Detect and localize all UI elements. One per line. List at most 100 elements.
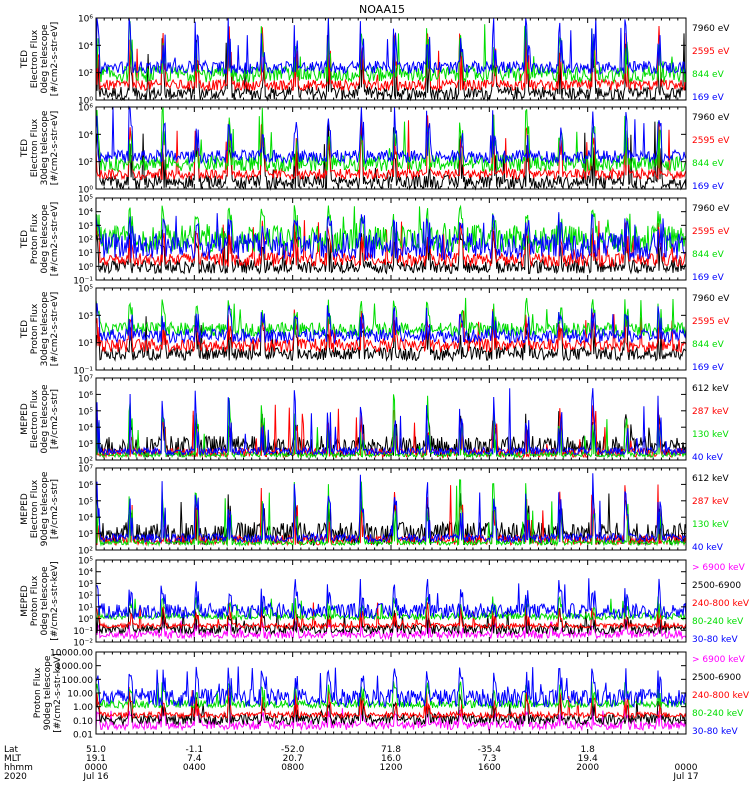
x-row-label: hhmm	[4, 763, 33, 773]
y-axis-label-line: MEPED	[20, 403, 30, 435]
y-axis-label-line: [#/cm2-s-str]	[50, 389, 60, 449]
legend-entry: 7960 eV	[692, 24, 730, 34]
y-axis-label-line: Electron Flux	[30, 389, 40, 448]
legend-entry: 169 eV	[692, 273, 725, 283]
x-tick-label-lat: -52.0	[281, 745, 305, 755]
y-axis-label-line: [#/cm2-s-str]	[50, 479, 60, 539]
y-tick-label: 0.01	[73, 731, 93, 741]
legend-entry: 844 eV	[692, 340, 725, 350]
x-tick-label-date: Jul 17	[672, 772, 698, 782]
y-axis-label-line: 0deg telescope	[40, 204, 50, 274]
y-axis-label-line: TED	[20, 50, 30, 69]
x-row-label: MLT	[4, 754, 22, 764]
panel-1: 10⁰ 10² 10⁴ 10⁶ TED Electron Flux 0deg telesco…	[20, 15, 730, 107]
series-green-trace	[95, 107, 687, 173]
x-row-label: 2020	[4, 772, 27, 782]
x-tick-label-mlt: 7.3	[482, 754, 496, 764]
series-red-trace	[95, 113, 687, 181]
panel-4: 10⁻¹ 10¹ 10³ 10⁵ TED Proton Flux 30deg telesco…	[20, 285, 730, 377]
y-tick-label: 10³	[78, 440, 93, 450]
x-tick-label-lat: 71.8	[381, 745, 401, 755]
legend-entry: 612 keV	[692, 384, 729, 394]
y-axis-label-line: Electron Flux	[30, 118, 40, 177]
y-axis-label-line: MEPED	[20, 493, 30, 525]
y-tick-label: 10000.00	[50, 649, 93, 659]
y-axis-label-line: 0deg telescope	[40, 384, 50, 454]
x-tick-label-hhmm: 1600	[478, 763, 501, 773]
y-tick-label: 10³	[78, 312, 93, 322]
y-tick-label: 10⁶	[78, 104, 93, 114]
y-axis-label-line: 90deg telescope	[43, 655, 53, 730]
y-axis-label-line: 30deg telescope	[40, 291, 50, 366]
series-magenta-trace	[95, 706, 687, 732]
x-tick-label-lat: 51.0	[86, 745, 106, 755]
y-tick-label: 10⁵	[78, 557, 93, 567]
legend-entry: 7960 eV	[692, 294, 730, 304]
y-tick-label: 10²	[78, 158, 93, 168]
legend-entry: 240-800 keV	[692, 691, 750, 701]
legend-entry: 287 keV	[692, 497, 729, 507]
y-tick-label: 10⁴	[78, 424, 93, 434]
y-tick-label: 10⁻²	[73, 639, 93, 649]
series-red-trace	[95, 601, 687, 631]
y-axis-label-line: 0deg telescope	[40, 566, 50, 636]
y-tick-label: 10²	[78, 592, 93, 602]
y-axis-label-line: [#/cm2-s-str-keV]	[50, 561, 60, 640]
y-axis-label-line: 90deg telescope	[40, 471, 50, 546]
series-blue-trace	[95, 473, 687, 544]
x-tick-label-date: Jul 16	[82, 772, 108, 782]
series-red-trace	[95, 25, 687, 93]
y-axis-label-line: TED	[20, 230, 30, 249]
y-axis-label-line: [#/cm2-s-str-eV]	[50, 292, 60, 367]
y-axis-label-line: Proton Flux	[33, 667, 43, 718]
legend-entry: 287 keV	[692, 407, 729, 417]
y-tick-label: 10¹	[78, 339, 93, 349]
series-red-trace	[95, 686, 687, 720]
y-tick-label: 10⁶	[78, 15, 93, 25]
panel-3: 10⁻¹ 10⁰ 10¹ 10² 10³ 10⁴ 10⁵ TED Proton Flux 0deg…	[20, 195, 730, 287]
y-tick-label: 10⁰	[78, 97, 93, 107]
y-tick-label: 10¹	[78, 603, 93, 613]
chart-title: NOAA15	[359, 3, 405, 16]
y-tick-label: 10⁻¹	[73, 367, 93, 377]
y-tick-label: 10³	[78, 222, 93, 232]
y-axis-label-line: [#/cm2-s-str-eV]	[50, 22, 60, 97]
series-blue-trace	[95, 666, 687, 709]
panel-6: 10² 10³ 10⁴ 10⁵ 10⁶ 10⁷ MEPED Electron Flux 90de…	[20, 465, 729, 557]
x-tick-label-hhmm: 0400	[183, 763, 206, 773]
y-axis-label-line: [#/cm2-s-str-eV]	[50, 202, 60, 277]
y-tick-label: 10⁷	[78, 465, 93, 475]
legend-entry: 130 keV	[692, 520, 729, 530]
y-tick-label: 10⁵	[78, 497, 93, 507]
y-tick-label: 10⁷	[78, 375, 93, 385]
x-row-label: Lat	[4, 745, 19, 755]
y-tick-label: 1.00	[73, 703, 93, 713]
legend-entry: 612 keV	[692, 474, 729, 484]
y-tick-label: 10¹	[78, 249, 93, 259]
series-blue-trace	[95, 303, 687, 345]
legend-entry: 2595 eV	[692, 227, 730, 237]
y-tick-label: 10⁰	[78, 186, 93, 196]
legend-entry: 844 eV	[692, 250, 725, 260]
y-tick-label: 10²	[78, 69, 93, 79]
y-axis-label-line: [#/cm2-s-str-eV]	[50, 111, 60, 186]
x-tick-label-lat: -35.4	[478, 745, 502, 755]
x-tick-label-mlt: 7.4	[187, 754, 202, 764]
y-tick-label: 10⁴	[78, 42, 93, 52]
x-tick-label-lat: -1.1	[186, 745, 204, 755]
y-tick-label: 10²	[78, 236, 93, 246]
legend-entry: > 6900 keV	[692, 563, 746, 573]
y-tick-label: 10⁻¹	[73, 277, 93, 287]
legend-entry: 2500-6900	[692, 673, 741, 683]
y-tick-label: 10⁴	[78, 514, 93, 524]
legend-entry: 2500-6900	[692, 581, 741, 591]
x-tick-label-hhmm: 1200	[380, 763, 403, 773]
y-tick-label: 10⁵	[78, 407, 93, 417]
series-blue-trace	[95, 212, 687, 260]
legend-entry: 844 eV	[692, 70, 725, 80]
y-tick-label: 10⁰	[78, 615, 93, 625]
legend-entry: 2595 eV	[692, 136, 730, 146]
